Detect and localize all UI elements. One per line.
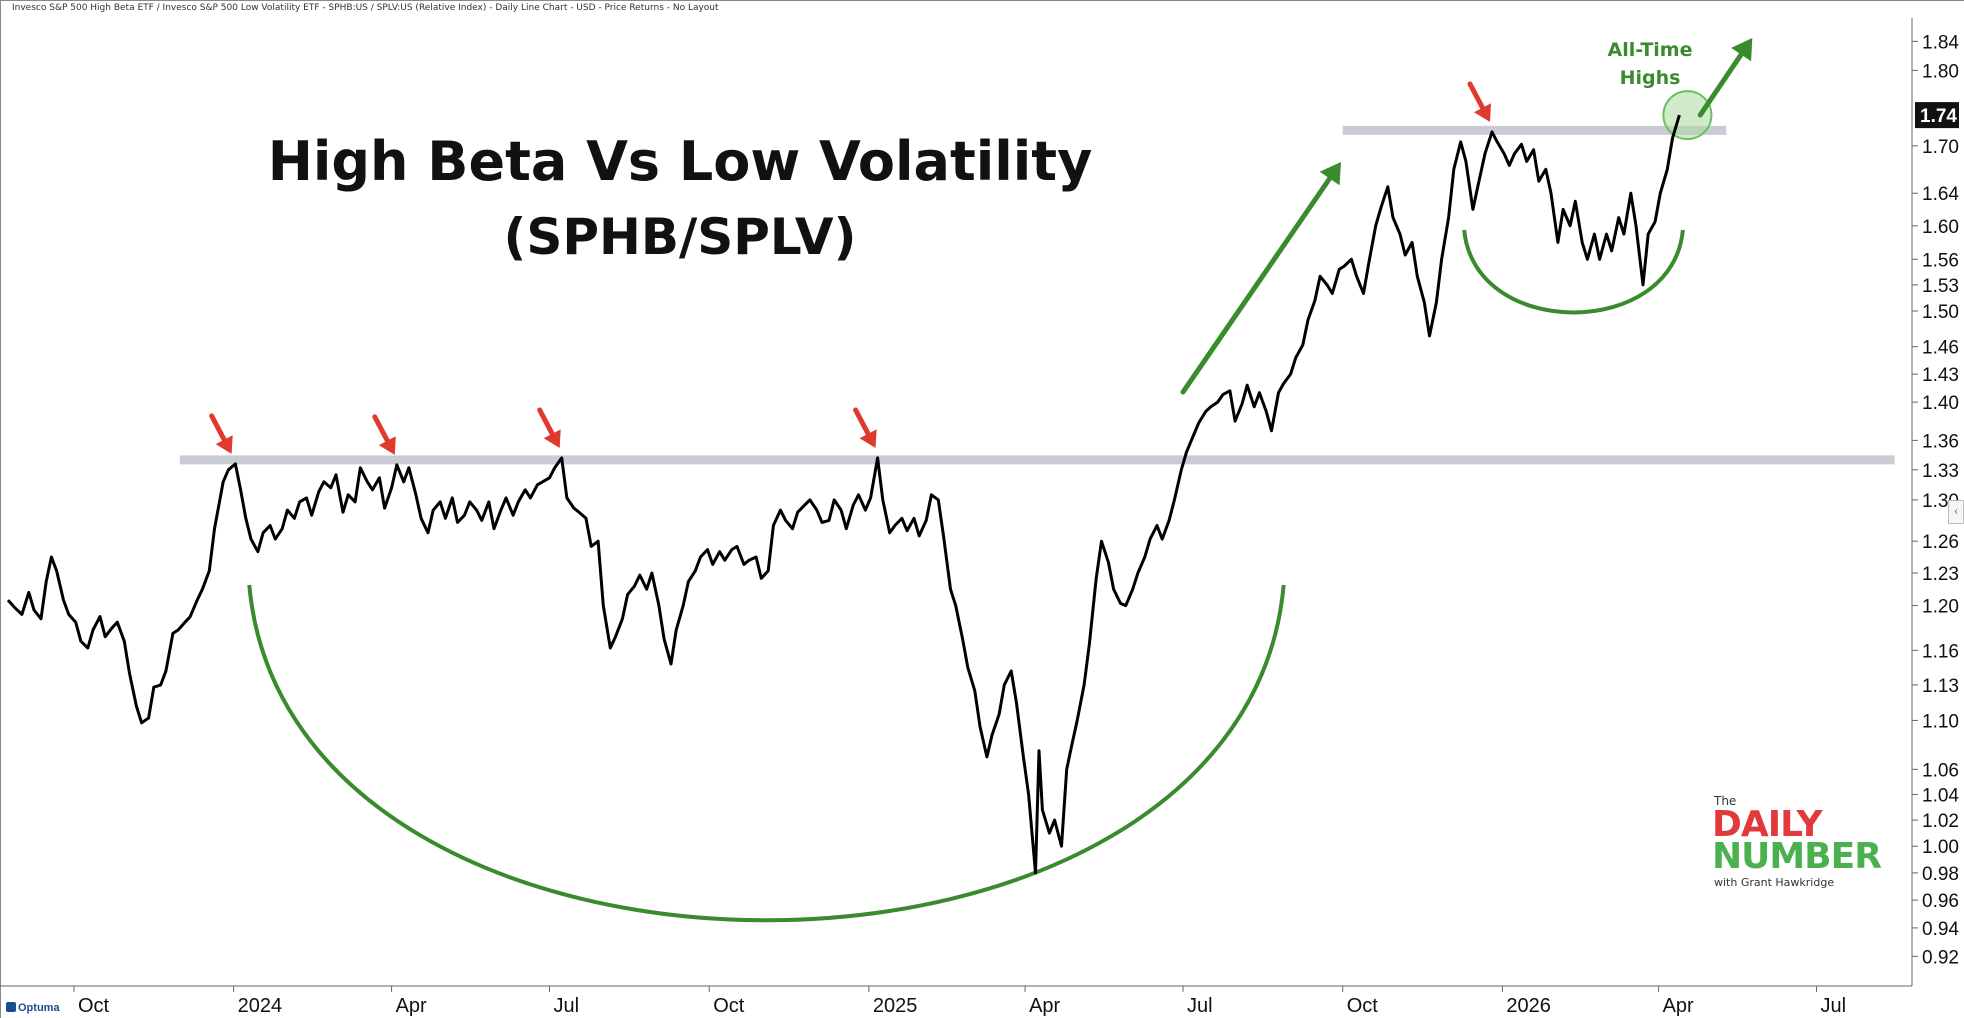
chart-title: High Beta Vs Low Volatility (267, 130, 1093, 193)
y-tick-label: 1.06 (1922, 760, 1959, 781)
optuma-brand-text: Optuma (18, 1002, 60, 1014)
y-tick-label: 1.80 (1922, 61, 1959, 82)
y-tick-label: 1.64 (1922, 184, 1959, 205)
x-tick-label: Jul (1187, 995, 1213, 1017)
green-breakout-arrow-shaft (1697, 52, 1744, 118)
collapse-panel-button[interactable]: ‹ (1948, 500, 1964, 524)
y-tick-label: 1.33 (1922, 461, 1959, 482)
red-peak-arrow-4 (853, 407, 877, 448)
red-peak-arrow-2 (372, 414, 396, 455)
red-peak-arrow-2-head (378, 436, 396, 455)
x-tick-label: Oct (713, 995, 745, 1017)
optuma-brand: Optuma (6, 1002, 60, 1014)
last-value-label: 1.74 (1920, 106, 1957, 127)
green-trend-arrow (1180, 162, 1341, 395)
red-peak-arrow-5-shaft (1467, 81, 1486, 111)
y-tick-label: 1.36 (1922, 431, 1959, 452)
y-tick-label: 1.50 (1922, 302, 1959, 323)
logo-daily-text: DAILY (1712, 804, 1823, 845)
cup-arc-large (247, 584, 1286, 923)
x-tick-label: Oct (78, 995, 110, 1017)
x-tick-label: Apr (396, 995, 427, 1017)
y-tick-label: 1.23 (1922, 564, 1959, 585)
red-peak-arrow-2-shaft (372, 414, 390, 444)
y-tick-label: 0.96 (1922, 891, 1959, 912)
cup-arc-small (1462, 229, 1685, 315)
y-tick-label: 1.00 (1922, 837, 1959, 858)
y-tick-label: 1.10 (1922, 711, 1959, 732)
red-peak-arrow-1-head (215, 435, 233, 454)
y-tick-label: 1.43 (1922, 365, 1959, 386)
y-tick-label: 0.92 (1922, 947, 1959, 968)
y-tick-label: 1.56 (1922, 250, 1959, 271)
y-tick-label: 1.53 (1922, 276, 1959, 297)
red-peak-arrow-1 (209, 413, 233, 454)
x-tick-label: Oct (1347, 995, 1379, 1017)
y-tick-label: 1.70 (1922, 137, 1959, 158)
y-tick-label: 1.16 (1922, 641, 1959, 662)
red-peak-arrow-3 (537, 407, 561, 448)
optuma-logo-icon (6, 1002, 16, 1012)
red-peak-arrow-4-shaft (853, 407, 871, 437)
red-peak-arrow-5-head (1474, 103, 1492, 122)
green-breakout-arrow-head (1731, 38, 1753, 62)
y-tick-label: 1.40 (1922, 393, 1959, 414)
y-tick-label: 1.13 (1922, 676, 1959, 697)
y-tick-label: 1.02 (1922, 811, 1959, 832)
logo-number-text: NUMBER (1712, 836, 1882, 877)
red-peak-arrow-4-head (859, 429, 877, 448)
green-trend-arrow-head (1319, 162, 1341, 186)
chart-description: Invesco S&P 500 High Beta ETF / Invesco … (12, 3, 719, 13)
y-tick-label: 0.98 (1922, 864, 1959, 885)
x-tick-label: Jul (554, 995, 580, 1017)
x-tick-label: 2025 (873, 995, 918, 1017)
y-tick-label: 0.94 (1922, 919, 1959, 940)
y-tick-label: 1.60 (1922, 217, 1959, 238)
x-tick-label: 2024 (238, 995, 283, 1017)
y-tick-label: 1.84 (1922, 32, 1959, 53)
x-tick-label: 2026 (1506, 995, 1551, 1017)
red-peak-arrow-3-shaft (537, 407, 555, 437)
daily-number-logo: The DAILY NUMBER with Grant Hawkridge (1712, 794, 1902, 890)
chart-subtitle: (SPHB/SPLV) (503, 208, 857, 266)
green-trend-arrow-shaft (1180, 175, 1333, 395)
y-tick-label: 1.46 (1922, 338, 1959, 359)
red-peak-arrow-3-head (543, 429, 561, 448)
y-tick-label: 1.20 (1922, 597, 1959, 618)
x-tick-label: Jul (1821, 995, 1847, 1017)
ath-circle (1662, 90, 1713, 141)
y-tick-label: 1.04 (1922, 785, 1959, 806)
red-peak-arrow-5 (1467, 81, 1492, 122)
price-line (6, 114, 1681, 875)
last-value-box (1915, 102, 1959, 129)
x-tick-label: Apr (1663, 995, 1694, 1017)
logo-the-text: The (1714, 794, 1737, 808)
all-time-highs-label: All-Time Highs (1607, 39, 1693, 89)
y-tick-label: 1.26 (1922, 532, 1959, 553)
logo-byline: with Grant Hawkridge (1714, 876, 1835, 889)
green-breakout-arrow (1697, 38, 1753, 118)
red-peak-arrow-1-shaft (209, 413, 227, 443)
x-tick-label: Apr (1029, 995, 1060, 1017)
